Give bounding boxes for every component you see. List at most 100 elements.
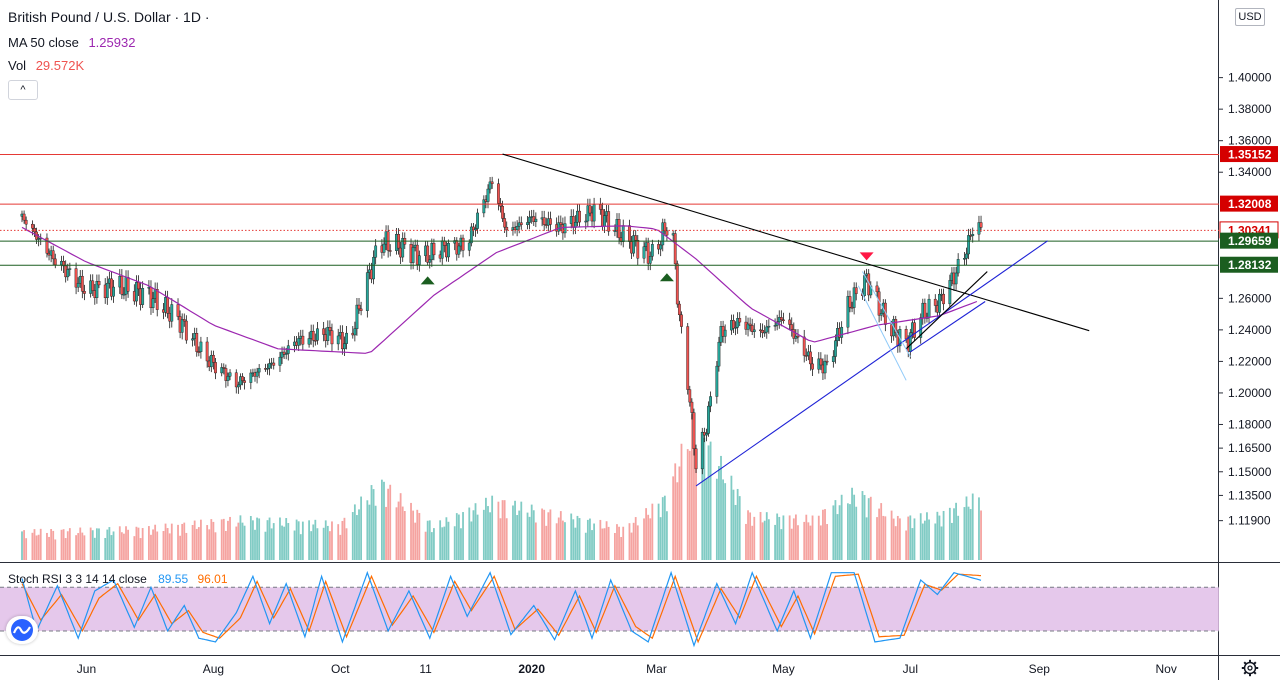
volume-bar: [37, 534, 40, 560]
candle: [307, 332, 311, 348]
volume-bar: [913, 518, 916, 560]
candle: [773, 318, 777, 331]
volume-bar: [574, 527, 577, 560]
candle: [388, 244, 392, 257]
volume-bar: [722, 479, 724, 560]
candle: [432, 238, 436, 261]
volume-bar: [433, 528, 435, 560]
volume-bar: [794, 514, 797, 560]
volume-bar: [316, 528, 319, 560]
volume-bar: [826, 524, 828, 560]
volume-bar: [381, 479, 383, 560]
candle: [717, 336, 721, 372]
candle: [707, 401, 710, 437]
candle-body: [74, 268, 78, 288]
volume-bar: [882, 515, 885, 560]
tradingview-logo[interactable]: [6, 616, 38, 644]
vol-label: Vol: [8, 58, 27, 73]
ma-label: MA 50 close: [8, 35, 79, 50]
volume-bar: [270, 528, 273, 560]
volume-bar: [978, 497, 980, 560]
volume-bar: [468, 507, 471, 560]
volume-bar: [516, 515, 519, 560]
candle: [779, 310, 783, 327]
volume-bar: [607, 526, 610, 560]
candle-body: [628, 225, 631, 242]
candle-body: [257, 368, 261, 373]
collapse-legend-button[interactable]: ^: [8, 80, 38, 100]
volume-bar: [948, 507, 951, 560]
candle: [967, 228, 970, 260]
volume-bar: [919, 513, 922, 560]
volume-bar: [229, 516, 231, 560]
candle-body: [632, 235, 636, 254]
volume-bar: [460, 528, 462, 560]
volume-bar: [62, 529, 65, 560]
candle-body: [971, 234, 975, 237]
candle: [796, 329, 800, 344]
volume-bar: [430, 532, 433, 560]
gear-icon[interactable]: [1241, 659, 1259, 677]
volume-bar: [834, 500, 837, 560]
volume-bar: [776, 513, 779, 560]
price-label-text: 1.35152: [1228, 148, 1272, 162]
candle: [933, 294, 937, 313]
candle: [663, 218, 667, 235]
candle: [732, 314, 735, 333]
candle-body: [834, 340, 837, 357]
candle: [763, 325, 767, 337]
volume-bar: [401, 506, 404, 560]
volume-bar: [281, 525, 283, 560]
candle-body: [617, 219, 621, 239]
volume-bar: [46, 532, 48, 560]
volume-bar: [148, 526, 150, 560]
candle: [634, 230, 638, 247]
volume-bar: [266, 520, 269, 560]
volume-bar: [52, 530, 55, 560]
volume-bar: [980, 510, 982, 560]
ma-value: 1.25932: [88, 35, 136, 50]
volume-bar: [235, 526, 238, 560]
price-label-box: [1220, 232, 1278, 249]
candle: [272, 357, 276, 370]
volume-bar: [747, 510, 749, 560]
trendline-descending: [502, 153, 1090, 332]
candle: [938, 288, 941, 318]
volume-bar: [91, 530, 94, 560]
candle: [761, 323, 765, 339]
candle-body: [241, 376, 244, 381]
time-axis-label: Jul: [903, 662, 918, 676]
candle-body: [919, 317, 923, 338]
volume-bar: [878, 508, 881, 560]
candle: [542, 210, 546, 231]
candle: [182, 313, 186, 327]
candle-body: [965, 253, 968, 259]
volume-bar: [836, 514, 839, 560]
volume-bar: [603, 528, 606, 560]
candle: [965, 247, 968, 266]
candle: [461, 234, 465, 258]
candle: [457, 242, 461, 258]
volume-bar: [372, 489, 375, 560]
volume-bar: [395, 507, 398, 560]
volume-bar: [485, 497, 487, 560]
candle-body: [374, 245, 378, 258]
stoch-d-line: [21, 573, 982, 644]
candle-body: [904, 329, 908, 340]
volume-bar: [601, 528, 604, 560]
candle-body: [184, 320, 188, 341]
candle-body: [343, 343, 346, 350]
candle: [476, 208, 479, 234]
marker-up-arrow: [420, 276, 435, 285]
candle-body: [542, 217, 546, 225]
currency-badge[interactable]: USD: [1235, 8, 1265, 26]
volume-bar: [792, 518, 795, 560]
candle-body: [927, 298, 931, 318]
candle: [214, 357, 217, 380]
volume-bar: [441, 527, 444, 560]
volume-bar: [443, 526, 446, 560]
candle: [195, 327, 199, 357]
candle: [588, 198, 592, 217]
volume-bar: [630, 532, 633, 560]
